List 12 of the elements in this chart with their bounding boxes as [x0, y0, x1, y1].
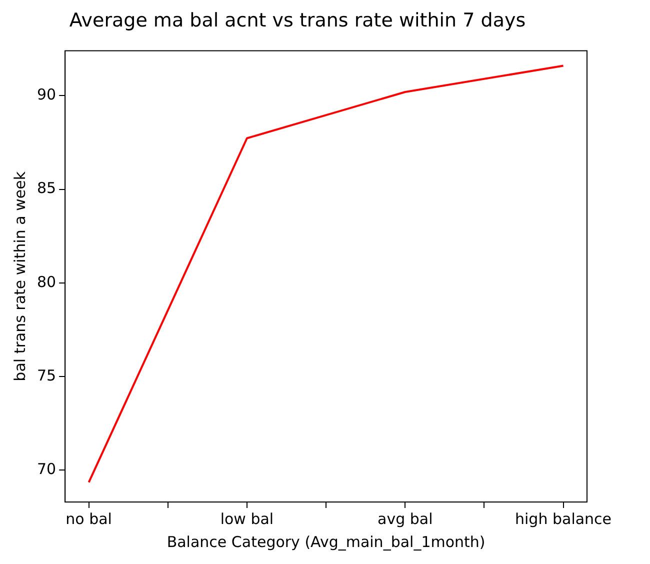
x-tick-label: high balance [515, 510, 612, 528]
x-tick-label: avg bal [377, 510, 433, 528]
y-tick-label: 85 [36, 179, 56, 198]
y-tick-label: 90 [36, 86, 56, 104]
x-tick-label: low bal [220, 510, 274, 528]
y-tick-label: 80 [36, 272, 56, 291]
x-axis-title: Balance Category (Avg_main_bal_1month) [166, 532, 486, 551]
y-tick-label: 70 [36, 460, 56, 478]
chart-title: Average ma bal acnt vs trans rate within 7 days [69, 9, 526, 32]
y-tick-label: 75 [36, 366, 56, 384]
y-axis-title: bal trans rate within a week [10, 171, 29, 382]
x-tick-label: no bal [66, 510, 112, 528]
